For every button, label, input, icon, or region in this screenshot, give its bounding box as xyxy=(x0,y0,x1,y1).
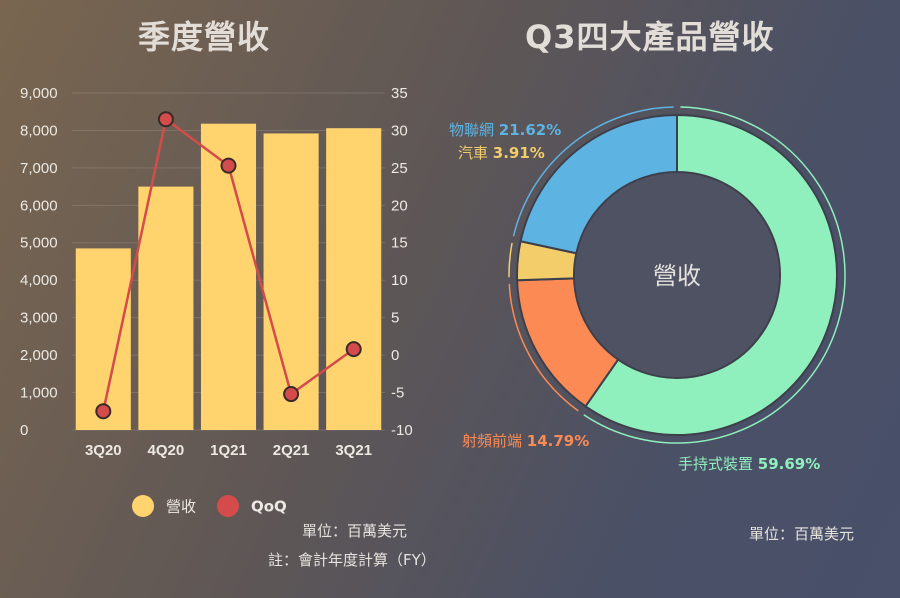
label-bracket xyxy=(583,106,846,444)
qoq-point-4Q20 xyxy=(157,111,174,128)
donut-slice-物聯網 xyxy=(519,113,678,255)
fy-note: 註：會計年度計算（FY） xyxy=(268,551,436,569)
slice-label: 手持式裝置 59.69% xyxy=(678,455,820,473)
x-tick-label: 2Q21 xyxy=(273,442,310,459)
slice-label: 射頻前端 14.79% xyxy=(462,432,589,450)
slice-label: 汽車 3.91% xyxy=(458,144,545,162)
slice-name: 射頻前端 xyxy=(462,432,527,450)
bar-4Q20 xyxy=(138,186,194,430)
y-left-tick-label: 4,000 xyxy=(20,272,58,289)
y-right-tick-label: 10 xyxy=(391,272,408,289)
bar-3Q21 xyxy=(326,128,382,430)
legend-qoq-label: QoQ xyxy=(251,498,287,516)
x-tick-label: 1Q21 xyxy=(210,442,247,459)
y-left-tick-label: 0 xyxy=(20,422,28,439)
slice-pct: 3.91% xyxy=(493,144,545,162)
y-right-tick-label: 35 xyxy=(391,85,408,102)
slice-name: 汽車 xyxy=(458,144,493,162)
y-right-tick-label: 15 xyxy=(391,235,408,252)
y-left-tick-label: 1,000 xyxy=(20,385,58,402)
slice-pct: 14.79% xyxy=(527,432,589,450)
bar-3Q20 xyxy=(75,248,131,430)
qoq-point-1Q21 xyxy=(220,157,237,174)
slice-label: 物聯網 21.62% xyxy=(449,121,561,139)
qoq-point-2Q21 xyxy=(283,386,300,403)
x-tick-label: 3Q21 xyxy=(335,442,372,459)
left-chart-title: 季度營收 xyxy=(138,18,271,56)
y-right-tick-label: 5 xyxy=(391,310,399,327)
slice-name: 手持式裝置 xyxy=(678,455,758,473)
slice-pct: 21.62% xyxy=(499,121,561,139)
qoq-point-3Q21 xyxy=(345,341,362,358)
label-bracket xyxy=(508,242,513,278)
donut-center-label: 營收 xyxy=(653,262,701,290)
x-tick-label: 3Q20 xyxy=(85,442,122,459)
qoq-point-3Q20 xyxy=(95,403,112,420)
legend-qoq-swatch xyxy=(217,495,239,517)
legend-revenue-swatch xyxy=(132,495,154,517)
left-unit-note: 單位：百萬美元 xyxy=(302,522,408,540)
slice-pct: 59.69% xyxy=(758,455,820,473)
y-right-tick-label: -10 xyxy=(391,422,413,439)
bar-2Q21 xyxy=(263,133,319,430)
y-right-tick-label: 25 xyxy=(391,160,408,177)
y-right-tick-label: 0 xyxy=(391,347,399,364)
bar-1Q21 xyxy=(200,123,257,431)
right-chart-title: Q3四大產品營收 xyxy=(525,18,775,56)
quarterly-revenue-chart: 0 1,000 2,000 3,000 4,000 5,000 6,000 7,000 8,00… xyxy=(20,85,413,517)
y-left-tick-label: 8,000 xyxy=(20,122,58,139)
x-tick-label: 4Q20 xyxy=(148,442,185,459)
y-left-tick-label: 9,000 xyxy=(20,85,58,102)
label-bracket xyxy=(512,106,674,237)
y-left-tick-label: 2,000 xyxy=(20,347,58,364)
y-left-tick-label: 6,000 xyxy=(20,197,58,214)
right-unit-note: 單位：百萬美元 xyxy=(749,525,855,543)
label-bracket xyxy=(508,283,579,412)
slice-name: 物聯網 xyxy=(449,121,499,139)
y-right-tick-label: 30 xyxy=(391,122,408,139)
y-left-tick-label: 5,000 xyxy=(20,235,58,252)
donut-slice-手持式裝置 xyxy=(584,113,838,436)
y-right-tick-label: -5 xyxy=(391,385,404,402)
y-left-tick-label: 7,000 xyxy=(20,160,58,177)
y-left-tick-label: 3,000 xyxy=(20,310,58,327)
legend-revenue-label: 營收 xyxy=(166,498,196,516)
donut-hole xyxy=(575,173,779,377)
y-right-tick-label: 20 xyxy=(391,197,408,214)
